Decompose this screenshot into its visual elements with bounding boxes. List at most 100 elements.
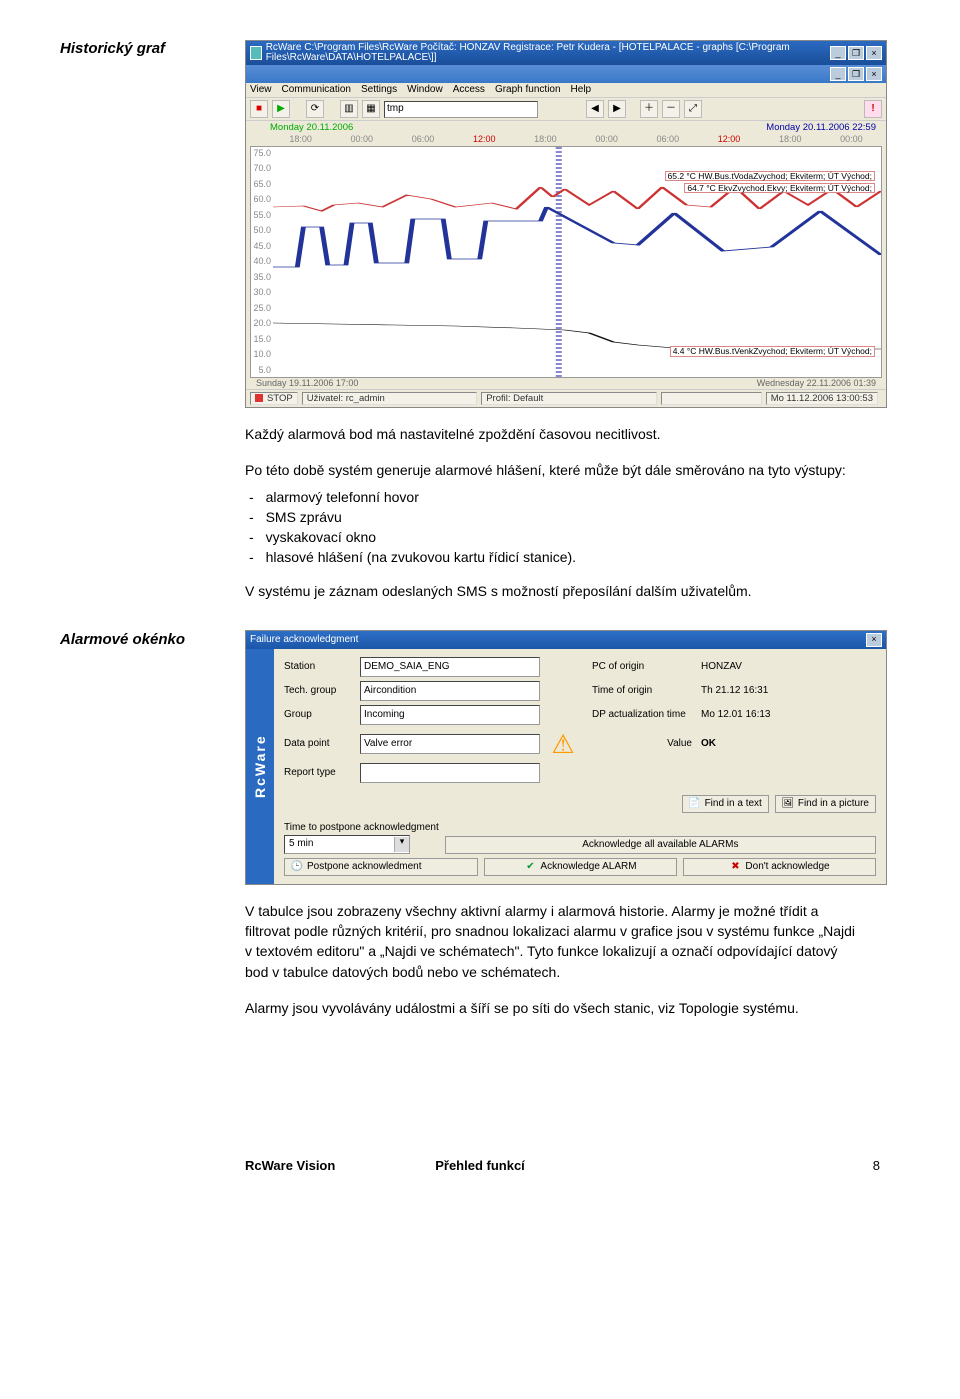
chart-icon[interactable]: ▥ xyxy=(340,100,358,118)
history-graph-window: RcWare C:\Program Files\RcWare Počítač: … xyxy=(245,40,887,408)
menu-communication[interactable]: Communication xyxy=(282,85,351,95)
combo-value: 5 min xyxy=(289,839,313,849)
menubar: View Communication Settings Window Acces… xyxy=(246,83,886,98)
field-report[interactable] xyxy=(360,763,540,783)
field-dp: Mo 12.01 16:13 xyxy=(698,706,798,724)
tick: 00:00 xyxy=(821,135,882,144)
btn-label: Postpone acknowledment xyxy=(307,862,422,872)
series-label-3: 4.4 °C HW.Bus.tVenkZvychod; Ekviterm; ÚT… xyxy=(670,346,875,357)
arrow-right-icon[interactable]: ▶ xyxy=(608,100,626,118)
field-group[interactable]: Incoming xyxy=(360,705,540,725)
bottom-date-right: Wednesday 22.11.2006 01:39 xyxy=(757,379,876,388)
para-2: Po této době systém generuje alarmové hl… xyxy=(245,460,860,480)
close-button[interactable]: × xyxy=(866,46,882,60)
grid-icon[interactable]: ▦ xyxy=(362,100,380,118)
arrow-left-icon[interactable]: ◀ xyxy=(586,100,604,118)
plot: 65.2 °C HW.Bus.tVodaZvychod; Ekviterm; Ú… xyxy=(273,147,881,377)
lbl-report: Report type xyxy=(284,768,354,778)
field-datapoint[interactable]: Valve error xyxy=(360,734,540,754)
dont-ack-button[interactable]: ✖ Don't acknowledge xyxy=(683,858,876,876)
lbl-time: Time of origin xyxy=(592,686,692,696)
postpone-row: Time to postpone acknowledgment 5 min ▾ … xyxy=(284,823,876,854)
postpone-label: Time to postpone acknowledgment xyxy=(284,823,439,833)
field-techgroup[interactable]: Aircondition xyxy=(360,681,540,701)
statusbar: STOP Uživatel: rc_admin Profil: Default … xyxy=(246,389,886,408)
maximize-button[interactable]: ❐ xyxy=(848,46,864,60)
ytick: 25.0 xyxy=(251,304,273,313)
tick: 12:00 xyxy=(698,135,759,144)
ytick: 5.0 xyxy=(251,366,273,375)
ack-main: Station DEMO_SAIA_ENG PC of origin HONZA… xyxy=(274,649,886,884)
menu-window[interactable]: Window xyxy=(407,85,443,95)
x-icon: ✖ xyxy=(729,861,741,873)
tick: 18:00 xyxy=(270,135,331,144)
list-item: hlasové hlášení (na zvukovou kartu řídic… xyxy=(265,549,860,565)
lbl-dp: DP actualization time xyxy=(592,710,692,720)
menu-help[interactable]: Help xyxy=(571,85,592,95)
menu-access[interactable]: Access xyxy=(453,85,485,95)
x-tick-row-top: 18:00 00:00 06:00 12:00 18:00 00:00 06:0… xyxy=(246,133,886,146)
rcware-sidebar-logo: RcWare xyxy=(246,649,274,884)
lbl-station: Station xyxy=(284,662,354,672)
ack-all-button[interactable]: Acknowledge all available ALARMs xyxy=(445,836,876,854)
inner-close-button[interactable]: × xyxy=(866,67,882,81)
output-list: alarmový telefonní hovor SMS zprávu vysk… xyxy=(245,489,860,565)
tick: 00:00 xyxy=(331,135,392,144)
menu-settings[interactable]: Settings xyxy=(361,85,397,95)
tick: 00:00 xyxy=(576,135,637,144)
ack-titlebar: Failure acknowledgment × xyxy=(246,631,886,649)
footer-left: RcWare Vision xyxy=(245,1158,335,1173)
picture-icon: 🖼 xyxy=(782,798,794,810)
field-station[interactable]: DEMO_SAIA_ENG xyxy=(360,657,540,677)
lbl-group: Group xyxy=(284,710,354,720)
close-button[interactable]: × xyxy=(866,633,882,647)
postpone-button[interactable]: 🕒 Postpone acknowledment xyxy=(284,858,478,876)
refresh-icon[interactable]: ⟳ xyxy=(306,100,324,118)
ack-button[interactable]: ✔ Acknowledge ALARM xyxy=(484,858,677,876)
postpone-combo[interactable]: 5 min ▾ xyxy=(284,835,410,854)
ytick: 35.0 xyxy=(251,273,273,282)
para-5: Alarmy jsou vyvolávány událostmi a šíří … xyxy=(245,998,860,1018)
chart-svg xyxy=(273,147,881,377)
btn-label: Acknowledge ALARM xyxy=(540,862,636,872)
ytick: 60.0 xyxy=(251,195,273,204)
text-icon: 📄 xyxy=(689,798,701,810)
date-left: Monday 20.11.2006 xyxy=(270,123,353,133)
tick: 12:00 xyxy=(454,135,515,144)
field-value: OK xyxy=(698,735,798,753)
ytick: 65.0 xyxy=(251,180,273,189)
footer-page: 8 xyxy=(873,1158,880,1173)
btn-label: Find in a text xyxy=(705,799,762,809)
alarm-icon[interactable]: ! xyxy=(864,100,882,118)
tick: 18:00 xyxy=(515,135,576,144)
field-time: Th 21.12 16:31 xyxy=(698,682,798,700)
inner-maximize-button[interactable]: ❐ xyxy=(848,67,864,81)
list-item: alarmový telefonní hovor xyxy=(265,489,860,505)
heading-historic-graph: Historický graf xyxy=(60,40,165,57)
app-icon xyxy=(250,46,262,60)
inner-minimize-button[interactable]: _ xyxy=(830,67,846,81)
series-label-1: 65.2 °C HW.Bus.tVodaZvychod; Ekviterm; Ú… xyxy=(665,171,876,182)
series-label-2: 64.7 °C EkvZvychod.Ekvy; Ekviterm; ÚT Vý… xyxy=(684,183,875,194)
status-stop: STOP xyxy=(250,392,298,406)
y-axis: 75.0 70.0 65.0 60.0 55.0 50.0 45.0 40.0 … xyxy=(251,147,273,377)
minimize-button[interactable]: _ xyxy=(830,46,846,60)
stop-icon[interactable]: ■ xyxy=(250,100,268,118)
bottom-date-left: Sunday 19.11.2006 17:00 xyxy=(256,379,358,388)
dropdown-icon[interactable]: ▾ xyxy=(394,837,409,852)
zoom-in-icon[interactable]: ＋ xyxy=(640,100,658,118)
zoom-reset-icon[interactable]: ⤢ xyxy=(684,100,702,118)
menu-view[interactable]: View xyxy=(250,85,272,95)
lbl-value: Value xyxy=(592,739,692,749)
lbl-techgroup: Tech. group xyxy=(284,686,354,696)
y-axis-combo[interactable]: tmp xyxy=(384,101,538,118)
find-picture-button[interactable]: 🖼 Find in a picture xyxy=(775,795,876,813)
ytick: 75.0 xyxy=(251,149,273,158)
menu-graph-function[interactable]: Graph function xyxy=(495,85,561,95)
check-icon: ✔ xyxy=(524,861,536,873)
status-user: Uživatel: rc_admin xyxy=(302,392,478,406)
ytick: 50.0 xyxy=(251,226,273,235)
find-text-button[interactable]: 📄 Find in a text xyxy=(682,795,769,813)
play-icon[interactable]: ▶ xyxy=(272,100,290,118)
zoom-out-icon[interactable]: － xyxy=(662,100,680,118)
